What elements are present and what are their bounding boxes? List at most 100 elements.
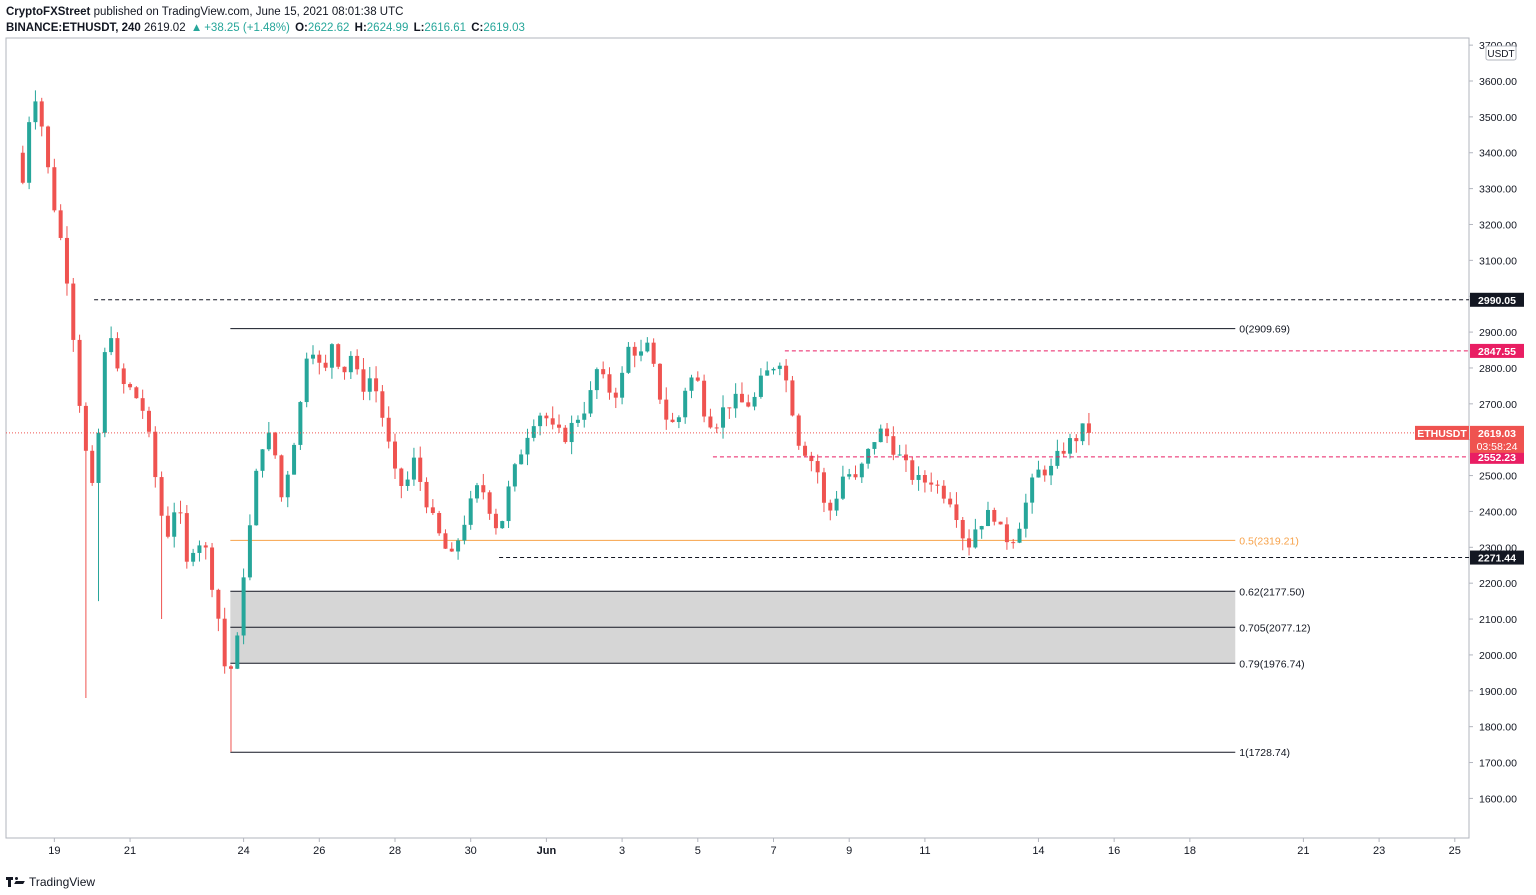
candle-body — [651, 342, 656, 364]
y-tick-label: 2000.00 — [1479, 650, 1517, 662]
y-tick-label: 2800.00 — [1479, 363, 1517, 375]
candle-body — [948, 498, 953, 505]
candle-body — [784, 365, 789, 381]
candle-body — [39, 101, 44, 127]
candle — [695, 371, 700, 382]
candle-body — [594, 369, 599, 391]
candle-body — [241, 577, 246, 636]
y-tick-label: 3600.00 — [1479, 76, 1517, 88]
candle — [777, 362, 782, 376]
y-tick-label: 2400.00 — [1479, 506, 1517, 518]
candle — [197, 540, 202, 562]
candle-body — [739, 393, 744, 403]
candle — [859, 462, 864, 483]
candle-body — [639, 351, 644, 356]
candle — [1023, 493, 1028, 538]
candle-body — [1004, 524, 1009, 543]
candle — [355, 349, 360, 375]
candle-body — [708, 416, 713, 428]
candle — [607, 367, 612, 400]
candle-body — [916, 475, 921, 480]
candle-body — [146, 410, 151, 432]
candle-body — [1023, 502, 1028, 529]
candle — [834, 490, 839, 516]
candle-body — [260, 449, 265, 471]
candle — [935, 480, 940, 494]
x-tick-label: 30 — [465, 845, 477, 857]
candle — [348, 351, 353, 379]
candle — [903, 444, 908, 472]
open-value: 2622.62 — [307, 22, 350, 34]
candle-body — [424, 481, 429, 508]
candle-body — [361, 369, 366, 392]
candle-body — [929, 482, 934, 485]
candle — [1049, 458, 1054, 486]
level-price-label: 2271.44 — [1478, 553, 1516, 565]
candle — [437, 510, 442, 536]
candle-body — [670, 419, 675, 423]
candle-body — [304, 358, 309, 403]
candle — [1030, 473, 1035, 514]
candle — [475, 482, 480, 503]
candle-body — [758, 375, 763, 397]
candle-body — [519, 454, 524, 465]
candle-body — [102, 352, 107, 433]
current-price-label: 2619.03 — [1478, 428, 1516, 440]
candle — [146, 406, 151, 438]
candle — [273, 431, 278, 459]
x-tick-label: 11 — [919, 845, 930, 857]
x-tick-label: 25 — [1449, 845, 1461, 857]
candle — [531, 419, 536, 442]
candle-body — [348, 355, 353, 373]
candle-body — [752, 396, 757, 407]
level-price-label: 2990.05 — [1478, 295, 1516, 307]
candle-body — [525, 437, 530, 455]
candle — [260, 449, 265, 478]
candle-body — [721, 407, 726, 428]
candle-body — [159, 477, 164, 516]
candle — [241, 568, 246, 645]
candle-body — [998, 521, 1003, 525]
candle-body — [714, 427, 719, 429]
symbol-label[interactable]: BINANCE:ETHUSDT, 240 — [6, 22, 141, 34]
plot-area — [5, 37, 1470, 839]
candle — [815, 454, 820, 484]
candle — [575, 415, 580, 427]
candle — [708, 408, 713, 429]
candle-body — [922, 475, 927, 483]
footer-brand[interactable]: TradingView — [29, 875, 96, 889]
candle — [916, 466, 921, 491]
candle-body — [891, 436, 896, 455]
candle — [1061, 442, 1066, 458]
candle — [304, 352, 309, 408]
candle — [393, 433, 397, 479]
candle — [374, 366, 379, 403]
candle-body — [973, 529, 978, 548]
x-tick-label: 9 — [846, 845, 852, 857]
up-arrow-icon: ▲ — [190, 22, 203, 34]
candle — [254, 468, 259, 526]
candle — [83, 402, 88, 698]
candle — [790, 375, 795, 417]
candle-body — [475, 485, 480, 499]
candle — [929, 472, 934, 492]
candle — [998, 521, 1003, 525]
candle-body — [897, 454, 902, 456]
candle-body — [790, 380, 795, 416]
candle-body — [266, 432, 271, 450]
candle — [1011, 538, 1016, 549]
candle — [910, 456, 915, 485]
candle — [285, 470, 290, 508]
candle — [746, 394, 751, 408]
candle — [512, 462, 517, 492]
candle-body — [872, 442, 877, 449]
candle-body — [1080, 423, 1085, 442]
candle-body — [247, 525, 252, 578]
candle-body — [71, 283, 76, 340]
author-name[interactable]: CryptoFXStreet — [6, 6, 91, 18]
candle-body — [216, 589, 221, 619]
candle — [967, 529, 972, 556]
y-tick-label: 3400.00 — [1479, 148, 1517, 160]
candle — [519, 449, 524, 465]
